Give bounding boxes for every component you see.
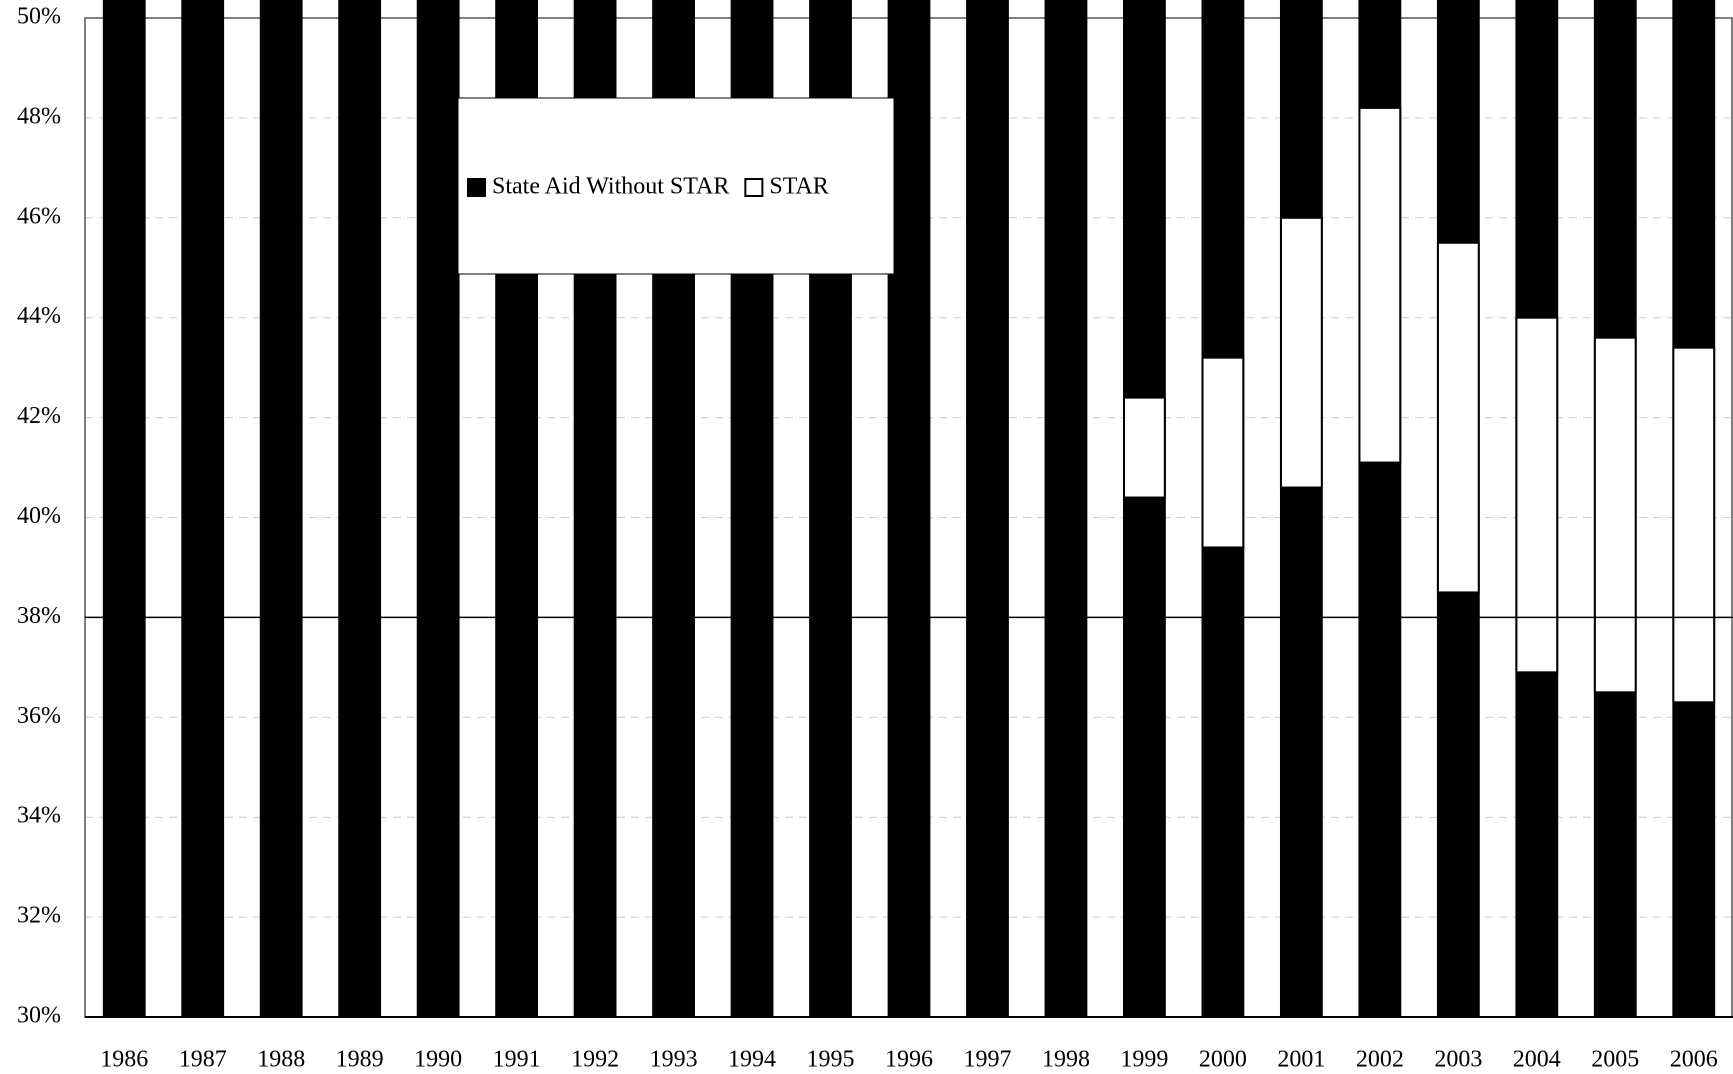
legend-label: State Aid Without STAR: [492, 174, 729, 200]
y-tick-label: 46%: [17, 203, 61, 229]
bar-segment: [1279, 216, 1323, 489]
legend-label: STAR: [769, 174, 828, 200]
x-tick-label: 1997: [963, 1047, 1011, 1073]
x-tick-label: 1995: [807, 1047, 855, 1073]
x-tick-label: 2002: [1356, 1047, 1404, 1073]
y-tick-label: 30%: [17, 1003, 61, 1029]
bar-segment: [1672, 346, 1716, 704]
bar-segment: [1123, 0, 1166, 1018]
y-tick-label: 36%: [17, 703, 61, 729]
bar-segment: [259, 0, 303, 1018]
y-tick-label: 40%: [17, 503, 61, 529]
y-tick-label: 38%: [17, 603, 61, 629]
x-tick-label: 1988: [257, 1047, 305, 1073]
y-tick-label: 32%: [17, 903, 61, 929]
legend-box: [457, 97, 895, 275]
bar-segment: [1436, 241, 1480, 594]
bar-segment: [1279, 0, 1323, 1018]
y-tick-label: 44%: [17, 303, 61, 329]
bar-segment: [887, 0, 931, 1018]
x-tick-label: 2006: [1670, 1047, 1718, 1073]
x-tick-label: 2001: [1277, 1047, 1325, 1073]
bar-segment: [1515, 316, 1559, 674]
x-tick-label: 1987: [179, 1047, 227, 1073]
bar-segment: [1201, 356, 1245, 549]
x-tick-label: 1989: [336, 1047, 384, 1073]
x-tick-label: 1996: [885, 1047, 933, 1073]
y-tick-label: 50%: [17, 4, 61, 30]
bar-segment: [966, 0, 1009, 1018]
x-tick-label: 1990: [414, 1047, 462, 1073]
y-tick-label: 42%: [17, 403, 61, 429]
bar-segment: [1593, 336, 1637, 694]
bar-segment: [1044, 0, 1088, 1018]
bar-segment: [1123, 396, 1166, 499]
x-tick-label: 2005: [1591, 1047, 1639, 1073]
y-tick-label: 48%: [17, 103, 61, 129]
x-tick-label: 1993: [650, 1047, 698, 1073]
x-tick-label: 1994: [728, 1047, 776, 1073]
x-tick-label: 1991: [493, 1047, 541, 1073]
x-tick-label: 1992: [571, 1047, 619, 1073]
x-tick-label: 1998: [1042, 1047, 1090, 1073]
y-tick-label: 34%: [17, 803, 61, 829]
legend-swatch: [744, 178, 764, 197]
bar-segment: [1358, 106, 1402, 464]
x-tick-label: 2000: [1199, 1047, 1247, 1073]
bar-segment: [416, 0, 460, 1018]
bar-segment: [338, 0, 382, 1018]
x-tick-label: 1999: [1120, 1047, 1168, 1073]
x-tick-label: 1986: [100, 1047, 148, 1073]
bar-segment: [102, 0, 146, 1018]
bar-segment: [181, 0, 225, 1018]
x-tick-label: 2004: [1513, 1047, 1561, 1073]
x-tick-label: 2003: [1434, 1047, 1482, 1073]
legend-swatch: [467, 178, 486, 197]
